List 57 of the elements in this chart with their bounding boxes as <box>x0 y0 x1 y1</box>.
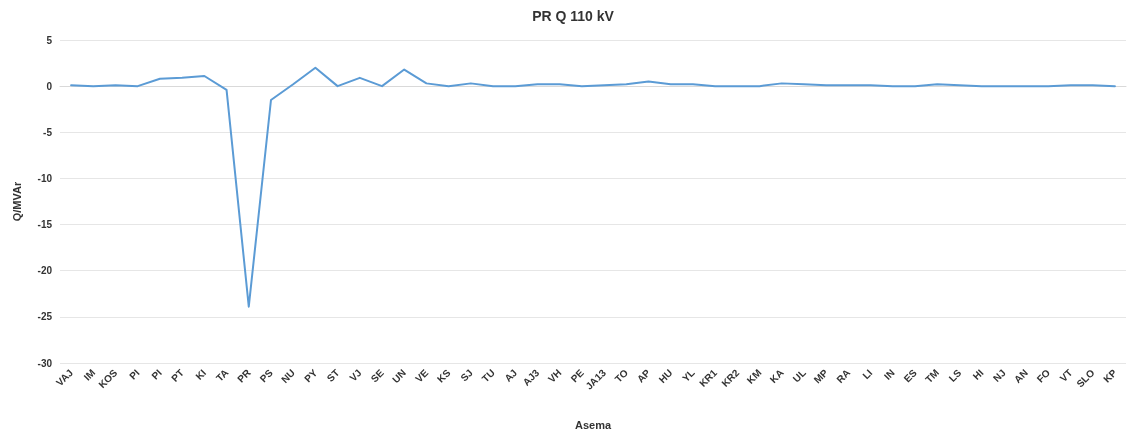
x-tick-label: RA <box>834 367 853 386</box>
chart-title: PR Q 110 kV <box>532 8 615 24</box>
x-tick-label: KA <box>767 367 786 386</box>
x-tick-label: AJ3 <box>520 366 542 388</box>
x-tick-label: TM <box>923 367 942 386</box>
x-axis-title: Asema <box>574 418 612 431</box>
y-tick-label: -20 <box>37 265 53 277</box>
x-tick-label: KM <box>744 367 764 386</box>
y-tick-label: -15 <box>37 219 53 231</box>
x-tick-label: PY <box>302 366 320 385</box>
x-tick-label: SJ <box>458 367 475 384</box>
x-tick-label: LS <box>946 366 964 384</box>
x-tick-label: UL <box>790 367 808 385</box>
x-tick-label: KP <box>1101 366 1120 385</box>
x-tick-label: TU <box>479 367 497 385</box>
x-tick-label: ES <box>901 366 920 385</box>
x-tick-label: AP <box>634 366 653 385</box>
x-tick-label: UN <box>390 367 409 386</box>
x-tick-label: TA <box>213 367 231 384</box>
x-tick-label: AJ <box>502 367 520 384</box>
x-tick-label: PE <box>568 366 587 385</box>
x-tick-label: SE <box>368 366 387 385</box>
x-tick-label: VE <box>413 366 431 385</box>
x-tick-label: KI <box>193 366 209 382</box>
y-tick-label: 5 <box>46 34 53 46</box>
x-tick-label: TO <box>612 366 631 385</box>
x-tick-label: KR1 <box>697 366 720 390</box>
y-tick-label: -5 <box>43 126 53 138</box>
x-tick-label: HI <box>970 366 986 382</box>
x-tick-label: FO <box>1034 366 1053 385</box>
x-tick-label: KS <box>434 366 453 385</box>
y-tick-label: -30 <box>37 357 53 369</box>
x-tick-label: PI <box>127 366 142 382</box>
x-tick-label: LI <box>860 366 875 382</box>
x-tick-label: PS <box>257 366 276 385</box>
x-tick-label: ST <box>324 367 342 384</box>
x-tick-label: PI <box>149 366 164 382</box>
x-tick-label: IN <box>881 367 897 382</box>
line-series <box>70 66 1116 308</box>
x-tick-label: AN <box>1011 367 1030 386</box>
y-axis-title: Q/MVAr <box>10 181 23 222</box>
x-tick-label: HU <box>656 367 675 386</box>
x-tick-label: PT <box>169 367 187 384</box>
x-tick-label: SLO <box>1074 366 1097 390</box>
x-tick-label: NU <box>279 367 298 386</box>
x-tick-label: NJ <box>990 367 1008 384</box>
x-tick-label: VH <box>545 367 564 385</box>
y-tick-label: 0 <box>46 80 53 92</box>
x-tick-label: IM <box>81 367 98 383</box>
x-tick-label: VAJ <box>54 367 75 389</box>
x-tick-label: YL <box>680 367 697 384</box>
x-tick-label: MP <box>811 366 831 386</box>
x-tick-label: VJ <box>347 367 364 384</box>
y-tick-label: -10 <box>37 172 53 184</box>
x-tick-label: VT <box>1057 367 1075 384</box>
y-tick-label: -25 <box>37 311 53 323</box>
x-tick-label: PR <box>235 367 253 385</box>
